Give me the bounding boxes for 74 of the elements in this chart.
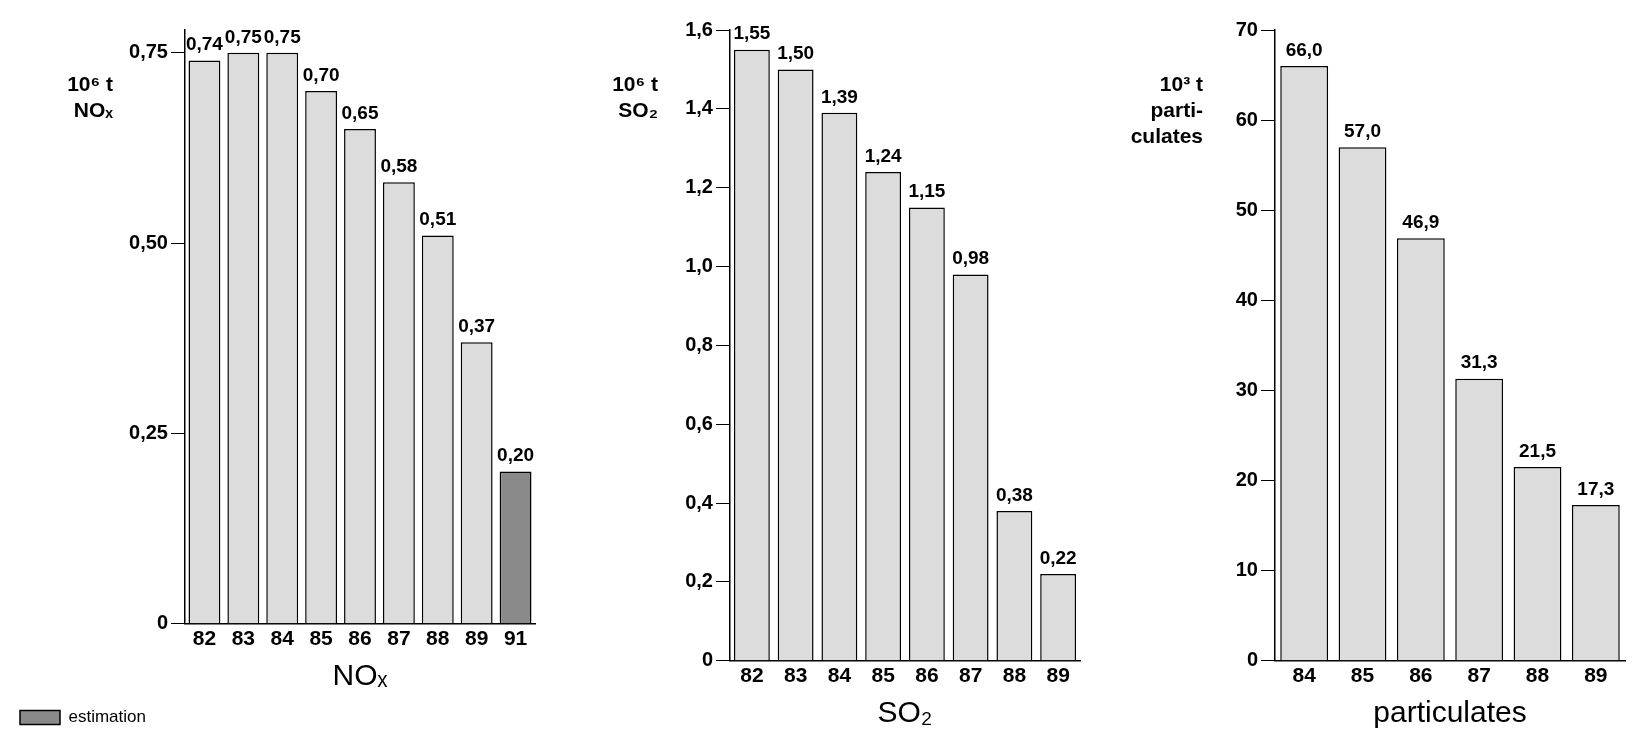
y-tick-label: 60: [1235, 107, 1258, 130]
y-tick-label: 1,4: [685, 96, 714, 119]
x-tick-label: 83: [231, 626, 256, 650]
y-tick-label: 10: [1235, 558, 1258, 581]
data-label: 21,5: [1519, 439, 1557, 461]
data-label: 1,50: [777, 42, 815, 64]
x-tick-label: 83: [783, 663, 808, 687]
data-label: 0,20: [497, 444, 535, 466]
y-tick-label: 50: [1235, 197, 1258, 220]
y-tick-label: 70: [1235, 17, 1258, 40]
x-tick-label: 84: [1292, 663, 1317, 687]
data-label: 1,15: [908, 180, 946, 202]
y-tick-label: 30: [1235, 377, 1258, 400]
y-tick-label: 0,2: [685, 569, 713, 592]
data-label: 0,70: [302, 63, 340, 85]
y-tick-label: 0,50: [129, 230, 168, 253]
y-axis-title: 10³ t parti- culates: [1130, 72, 1204, 148]
data-label: 1,24: [864, 144, 903, 166]
x-tick-label: 86: [348, 626, 372, 650]
data-label: 0,37: [458, 314, 496, 336]
data-label: 1,39: [820, 85, 858, 107]
y-tick-label: 0,25: [129, 421, 168, 443]
x-tick-label: 86: [915, 663, 939, 687]
y-axis-title: 10⁶ t NOₓ: [67, 72, 114, 122]
y-tick-label: 0: [701, 648, 713, 671]
x-tick-label: 88: [1525, 663, 1550, 687]
data-label: 66,0: [1285, 38, 1323, 60]
y-tick-label: 0: [156, 611, 168, 634]
y-tick-label: 1,6: [685, 17, 713, 40]
x-tick-label: 89: [464, 626, 489, 650]
x-tick-label: 85: [309, 626, 334, 650]
data-label: 0,74: [185, 33, 224, 55]
data-label: 57,0: [1344, 119, 1381, 141]
x-tick-label: 84: [270, 626, 295, 650]
x-tick-label: 89: [1584, 663, 1608, 687]
y-tick-label: 1,0: [685, 254, 713, 277]
x-axis-title: NOₓ: [332, 658, 388, 692]
y-tick-label: 0,8: [685, 332, 713, 355]
y-tick-label: 0,6: [685, 411, 713, 434]
x-tick-label: 82: [740, 663, 764, 687]
x-axis-title: particulates: [1373, 695, 1527, 729]
x-tick-label: 82: [192, 626, 217, 650]
x-tick-label: 88: [1002, 663, 1027, 687]
y-tick-label: 40: [1235, 287, 1258, 310]
y-tick-label: 0,75: [129, 40, 168, 63]
x-tick-label: 84: [827, 663, 852, 687]
data-label: 0,65: [341, 101, 379, 123]
x-tick-label: 88: [426, 626, 450, 650]
x-tick-label: 85: [871, 663, 896, 687]
x-tick-label: 86: [1409, 663, 1433, 687]
x-tick-label: 87: [387, 626, 411, 650]
data-label: 0,38: [995, 483, 1033, 505]
data-label: 1,55: [733, 22, 771, 44]
x-tick-label: 91: [503, 626, 528, 650]
data-label: 0,22: [1039, 546, 1077, 568]
y-tick-label: 0: [1246, 648, 1258, 671]
y-tick-label: 1,2: [685, 175, 713, 198]
y-tick-label: 20: [1235, 468, 1258, 491]
data-label: 0,51: [419, 208, 457, 230]
x-tick-label: 87: [958, 663, 983, 687]
x-axis-title: SO₂: [877, 695, 933, 729]
data-label: 0,58: [380, 154, 418, 176]
data-label: 46,9: [1402, 210, 1440, 232]
x-tick-label: 87: [1467, 663, 1491, 687]
data-label: 0,98: [952, 247, 990, 269]
y-tick-label: 0,4: [685, 490, 714, 513]
y-axis-title: 10⁶ t SO₂: [612, 72, 658, 122]
x-tick-label: 85: [1350, 663, 1375, 687]
data-label: 17,3: [1577, 477, 1615, 499]
legend-label: estimation: [68, 707, 146, 727]
data-label: 0,75: [224, 25, 263, 47]
data-label: 31,3: [1460, 351, 1498, 373]
x-tick-label: 89: [1046, 663, 1070, 687]
data-label: 0,75: [263, 25, 302, 47]
